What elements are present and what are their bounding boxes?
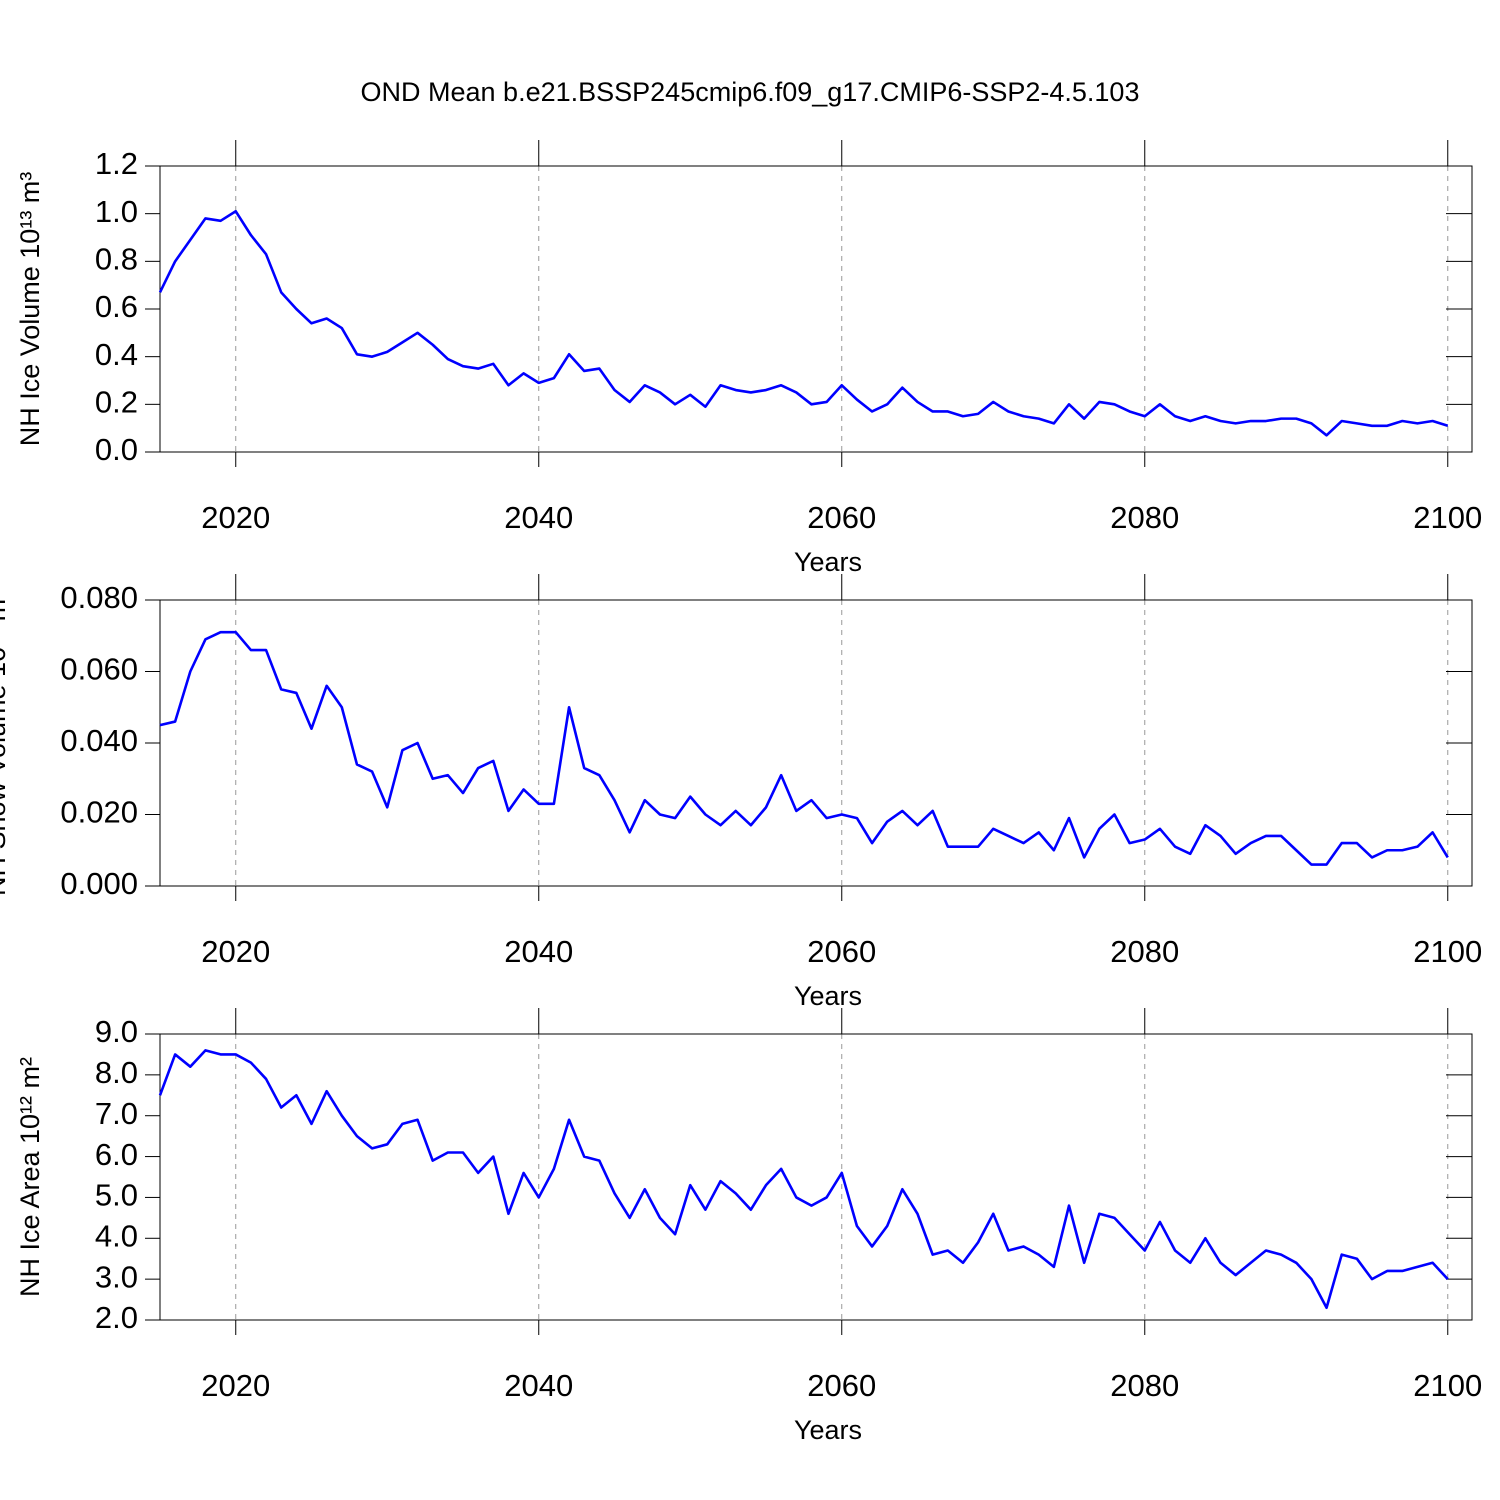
x-tick-label: 2060 bbox=[807, 1368, 876, 1403]
x-tick-label: 2100 bbox=[1413, 934, 1482, 969]
y-axis-label: NH Ice Area 10¹² m² bbox=[15, 1057, 45, 1297]
y-tick-label: 2.0 bbox=[95, 1300, 138, 1335]
chart-title: OND Mean b.e21.BSSP245cmip6.f09_g17.CMIP… bbox=[361, 77, 1140, 107]
y-tick-label: 9.0 bbox=[95, 1014, 138, 1049]
data-line bbox=[159, 630, 1449, 866]
plot-frame bbox=[159, 1033, 1473, 1321]
x-axis-label: Years bbox=[794, 981, 862, 1011]
data-line bbox=[158, 1049, 1449, 1310]
x-tick-label: 2040 bbox=[504, 934, 573, 969]
x-tick-label: 2020 bbox=[201, 1368, 270, 1403]
x-tick-label: 2040 bbox=[504, 1368, 573, 1403]
plot-frame bbox=[159, 165, 1473, 453]
x-tick-label: 2040 bbox=[504, 500, 573, 535]
x-axis-label: Years bbox=[794, 1415, 862, 1445]
y-tick-label: 5.0 bbox=[95, 1178, 138, 1213]
x-tick-label: 2020 bbox=[201, 500, 270, 535]
y-tick-label: 0.060 bbox=[60, 652, 138, 687]
y-tick-label: 0.2 bbox=[95, 385, 138, 420]
x-tick-label: 2060 bbox=[807, 934, 876, 969]
x-tick-label: 2020 bbox=[201, 934, 270, 969]
y-tick-label: 1.2 bbox=[95, 146, 138, 181]
y-tick-label: 3.0 bbox=[95, 1259, 138, 1294]
x-axis-label: Years bbox=[794, 547, 862, 577]
y-tick-label: 7.0 bbox=[95, 1096, 138, 1131]
x-tick-label: 2100 bbox=[1413, 1368, 1482, 1403]
y-axis-label: NH Snow Volume 10¹³ m³ bbox=[0, 590, 11, 896]
plot-frame bbox=[159, 599, 1473, 887]
y-tick-label: 0.000 bbox=[60, 866, 138, 901]
x-tick-label: 2060 bbox=[807, 500, 876, 535]
y-axis-label: NH Ice Volume 10¹³ m³ bbox=[15, 172, 45, 447]
y-tick-label: 4.0 bbox=[95, 1218, 138, 1253]
y-tick-label: 6.0 bbox=[95, 1137, 138, 1172]
y-tick-label: 0.8 bbox=[95, 242, 138, 277]
x-tick-label: 2080 bbox=[1110, 1368, 1179, 1403]
y-tick-label: 0.080 bbox=[60, 580, 138, 615]
y-tick-label: 0.0 bbox=[95, 432, 138, 467]
y-tick-label: 1.0 bbox=[95, 194, 138, 229]
y-tick-label: 0.020 bbox=[60, 795, 138, 830]
y-tick-label: 0.4 bbox=[95, 337, 138, 372]
data-line bbox=[158, 209, 1449, 437]
x-tick-label: 2100 bbox=[1413, 500, 1482, 535]
y-tick-label: 0.040 bbox=[60, 723, 138, 758]
y-tick-label: 0.6 bbox=[95, 289, 138, 324]
x-tick-label: 2080 bbox=[1110, 500, 1179, 535]
y-tick-label: 8.0 bbox=[95, 1055, 138, 1090]
x-tick-label: 2080 bbox=[1110, 934, 1179, 969]
